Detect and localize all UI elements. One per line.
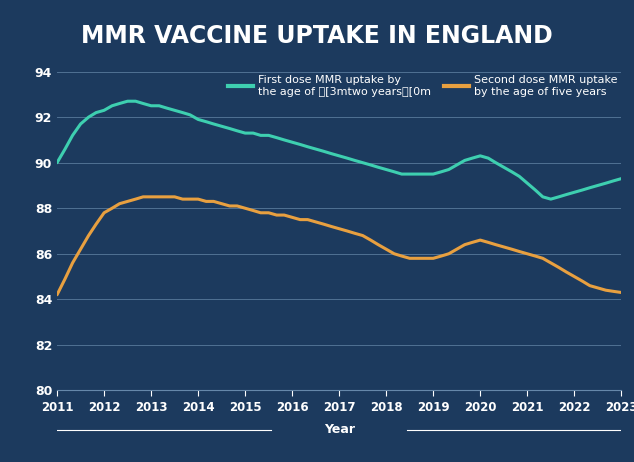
Text: MMR VACCINE UPTAKE IN ENGLAND: MMR VACCINE UPTAKE IN ENGLAND xyxy=(81,24,553,48)
Legend: First dose MMR uptake by
the age of [3mtwo years[0m, Second dose MMR uptake
by: First dose MMR uptake by the age of [3m… xyxy=(228,75,618,97)
Text: Year: Year xyxy=(324,423,354,436)
